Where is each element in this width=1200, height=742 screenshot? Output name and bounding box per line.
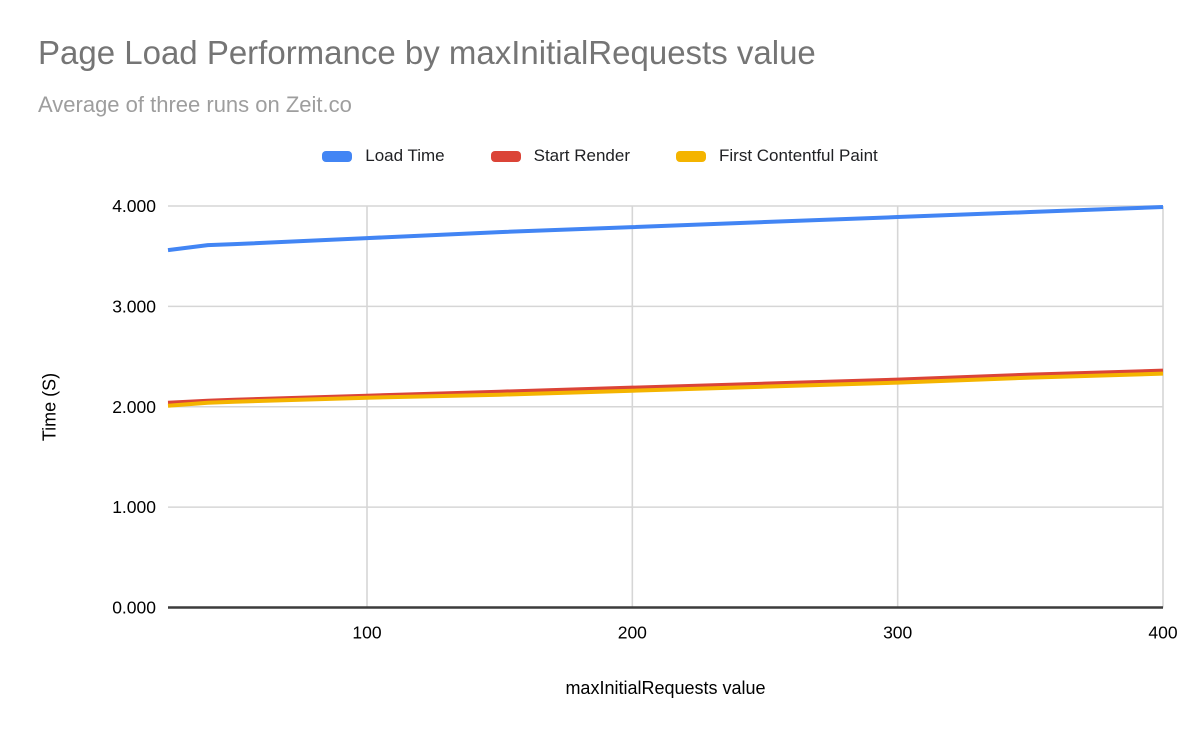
x-axis-title: maxInitialRequests value [565, 678, 766, 698]
legend-label: First Contentful Paint [719, 146, 878, 165]
y-tick-label: 2.000 [112, 397, 156, 417]
y-tick-label: 1.000 [112, 497, 156, 517]
first-contentful-paint-swatch-icon [676, 150, 707, 162]
legend-item-start-render: Start Render [490, 146, 631, 166]
x-tick-label: 300 [883, 623, 912, 643]
series-line-load-time [167, 205, 1164, 253]
chart-subtitle: Average of three runs on Zeit.co [38, 92, 352, 117]
legend-item-first-contentful-paint: First Contentful Paint [676, 146, 878, 166]
legend-item-load-time: Load Time [322, 146, 445, 166]
x-tick-label: 200 [618, 623, 647, 643]
legend: Load Time Start Render First Contentful … [0, 144, 1200, 168]
series-line-first-contentful-paint [167, 371, 1164, 408]
start-render-swatch-icon [490, 150, 521, 162]
x-tick-label: 400 [1148, 623, 1177, 643]
chart-title: Page Load Performance by maxInitialReque… [38, 34, 816, 71]
y-axis-title: Time (S) [39, 372, 60, 442]
y-tick-label: 3.000 [112, 296, 156, 316]
legend-label: Start Render [533, 146, 631, 165]
y-tick-label: 4.000 [112, 196, 156, 216]
y-tick-label: 0.000 [112, 598, 156, 618]
series-line-start-render [167, 368, 1164, 405]
load-time-swatch-icon [322, 150, 353, 162]
x-tick-label: 100 [352, 623, 381, 643]
legend-label: Load Time [365, 146, 445, 165]
